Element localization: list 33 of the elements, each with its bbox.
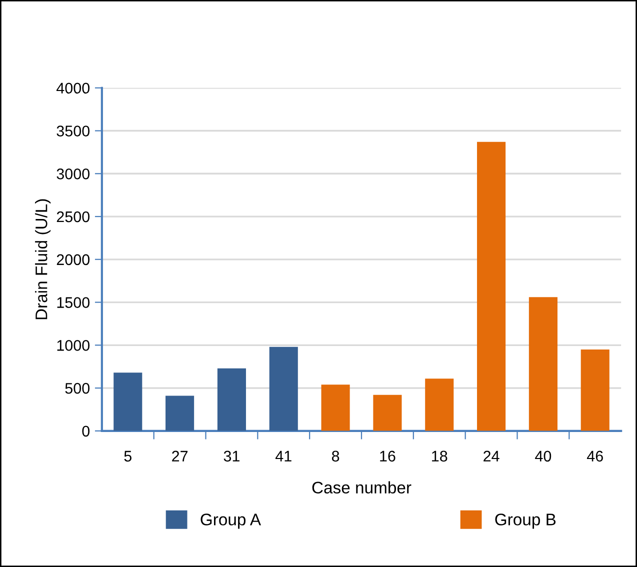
y-tick-label: 4000 [56,82,90,94]
x-tick-label: 31 [224,450,240,462]
bar [425,378,454,431]
x-tick-label: 24 [484,450,500,462]
bar [217,368,246,431]
bar [269,346,298,431]
y-axis-title: Drain Fluid (U/L) [35,199,51,320]
x-axis-title: Case number [312,481,412,494]
bar [373,394,402,431]
bar [580,349,610,431]
y-tick-label: 1000 [57,340,90,351]
x-tick-label: 16 [380,450,396,462]
bar [166,396,194,431]
y-tick-label: 3500 [56,126,90,136]
x-tick-label: 5 [124,450,132,462]
x-tick-label: 41 [275,450,292,462]
bar [114,372,142,431]
bar [321,384,350,431]
x-tick-label: 40 [535,450,552,462]
y-tick-label: 0 [82,426,90,437]
x-tick-label: 27 [172,450,188,462]
legend-label: Group A [200,514,262,529]
y-tick-label: 3000 [56,168,90,180]
y-tick-label: 500 [65,382,90,394]
y-tick-label: 2000 [56,254,90,266]
x-tick-label: 46 [586,450,603,462]
x-tick-label: 8 [332,450,340,462]
y-tick-label: 2500 [56,211,90,222]
x-tick-label: 18 [432,450,448,462]
bar [528,297,558,431]
legend-label: Group B [495,514,556,529]
y-tick-label: 1500 [57,297,90,308]
bar [477,142,506,431]
